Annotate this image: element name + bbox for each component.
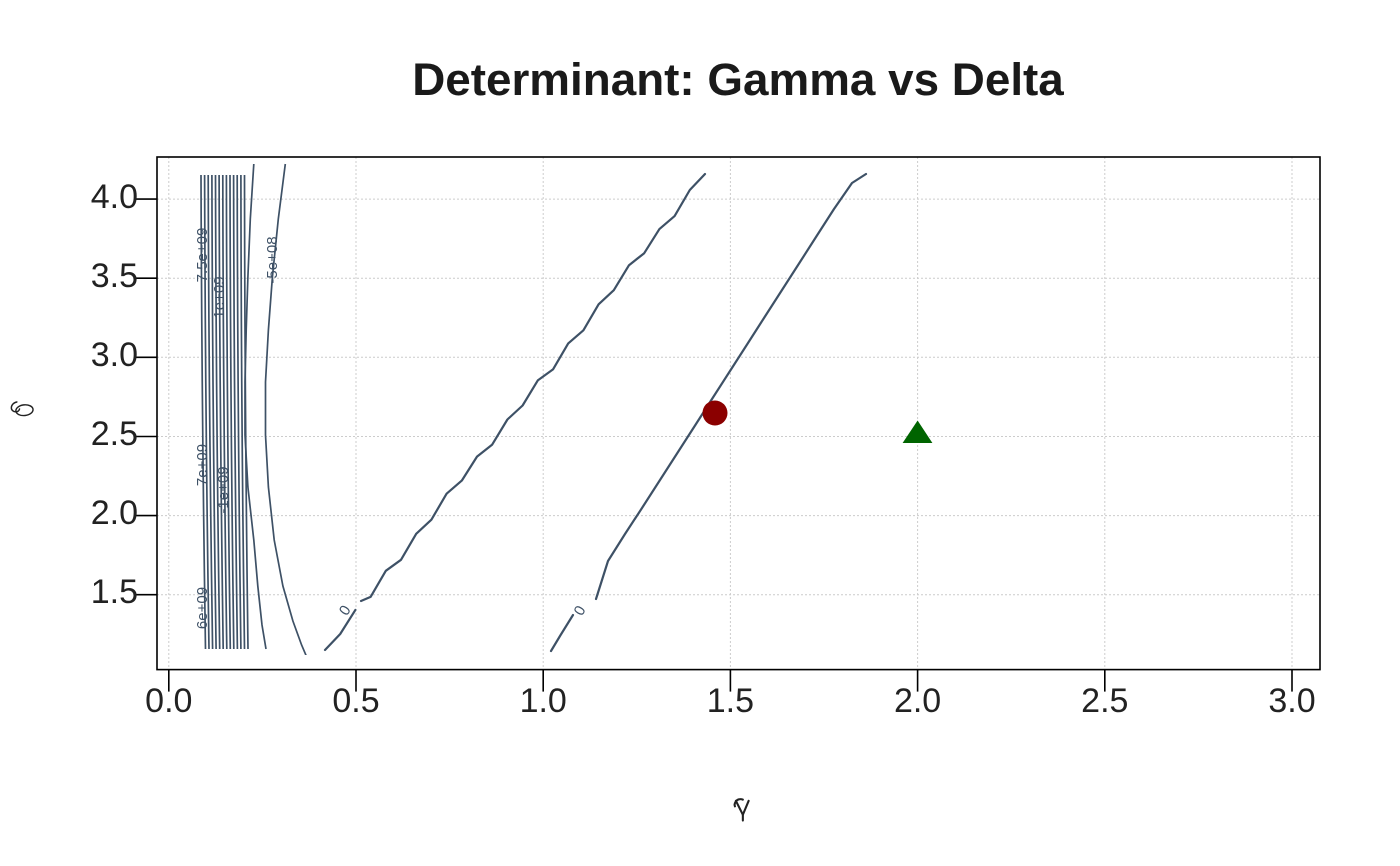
svg-text:3.0: 3.0 <box>91 336 138 374</box>
svg-text:6e+09: 6e+09 <box>194 587 211 629</box>
svg-text:4.0: 4.0 <box>91 178 138 216</box>
svg-text:1.5: 1.5 <box>707 682 754 720</box>
svg-text:2.5: 2.5 <box>1081 682 1128 720</box>
svg-text:-1e+09: -1e+09 <box>211 276 228 323</box>
svg-text:0.5: 0.5 <box>332 682 379 720</box>
svg-text:2.5: 2.5 <box>91 415 138 453</box>
svg-text:1.5: 1.5 <box>91 573 138 611</box>
svg-text:1.0: 1.0 <box>520 682 567 720</box>
svg-text:0.0: 0.0 <box>145 682 192 720</box>
svg-text:3.5: 3.5 <box>91 257 138 295</box>
svg-text:2.0: 2.0 <box>894 682 941 720</box>
svg-text:-1e+09: -1e+09 <box>215 466 232 513</box>
svg-text:7e+09: 7e+09 <box>194 444 211 486</box>
svg-text:2.0: 2.0 <box>91 494 138 532</box>
svg-text:7.5e+09: 7.5e+09 <box>194 228 211 283</box>
svg-text:-5e+08: -5e+08 <box>264 236 281 283</box>
svg-text:3.0: 3.0 <box>1268 682 1315 720</box>
